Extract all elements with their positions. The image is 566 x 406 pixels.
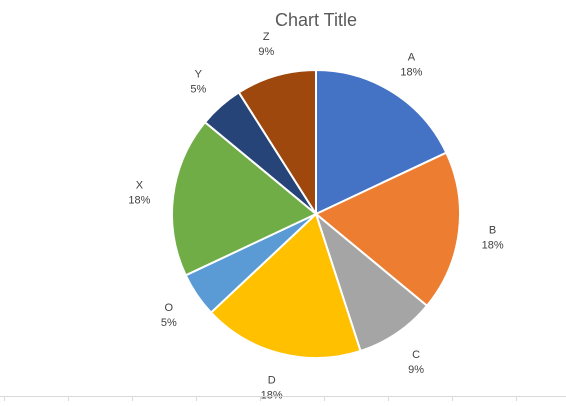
pie-slice-d[interactable] (209, 212, 362, 359)
slice-name-label-b: B (489, 224, 496, 236)
pie-slice-z[interactable] (237, 68, 317, 218)
slice-name-label-o: O (165, 302, 174, 314)
pie-slices (171, 68, 461, 359)
chart-title: Chart Title (275, 10, 357, 30)
slice-percent-label-y: 5% (190, 84, 206, 96)
pie-slice-b[interactable] (314, 151, 461, 308)
pie-slice-a[interactable] (315, 68, 448, 216)
pie-slice-x[interactable] (171, 120, 318, 277)
sheet-gridlines (0, 396, 566, 401)
slice-name-label-z: Z (263, 31, 270, 43)
slice-name-label-c: C (412, 349, 420, 361)
data-labels: A 18% B 18% C 9% D 18% O 5% X 18% Y 5% Z 9% (128, 31, 503, 401)
slice-percent-label-c: 9% (408, 364, 424, 376)
slice-percent-label-d: 18% (261, 389, 283, 401)
slice-name-label-y: Y (195, 69, 203, 81)
slice-percent-label-a: 18% (400, 67, 422, 79)
slice-percent-label-b: 18% (482, 239, 504, 251)
slice-percent-label-x: 18% (128, 195, 150, 207)
slice-name-label-x: X (136, 180, 144, 192)
slice-name-label-d: D (268, 374, 276, 386)
slice-percent-label-o: 5% (161, 317, 177, 329)
slice-name-label-a: A (408, 52, 416, 64)
slice-percent-label-z: 9% (258, 46, 274, 58)
pie-slice-c[interactable] (313, 211, 429, 353)
